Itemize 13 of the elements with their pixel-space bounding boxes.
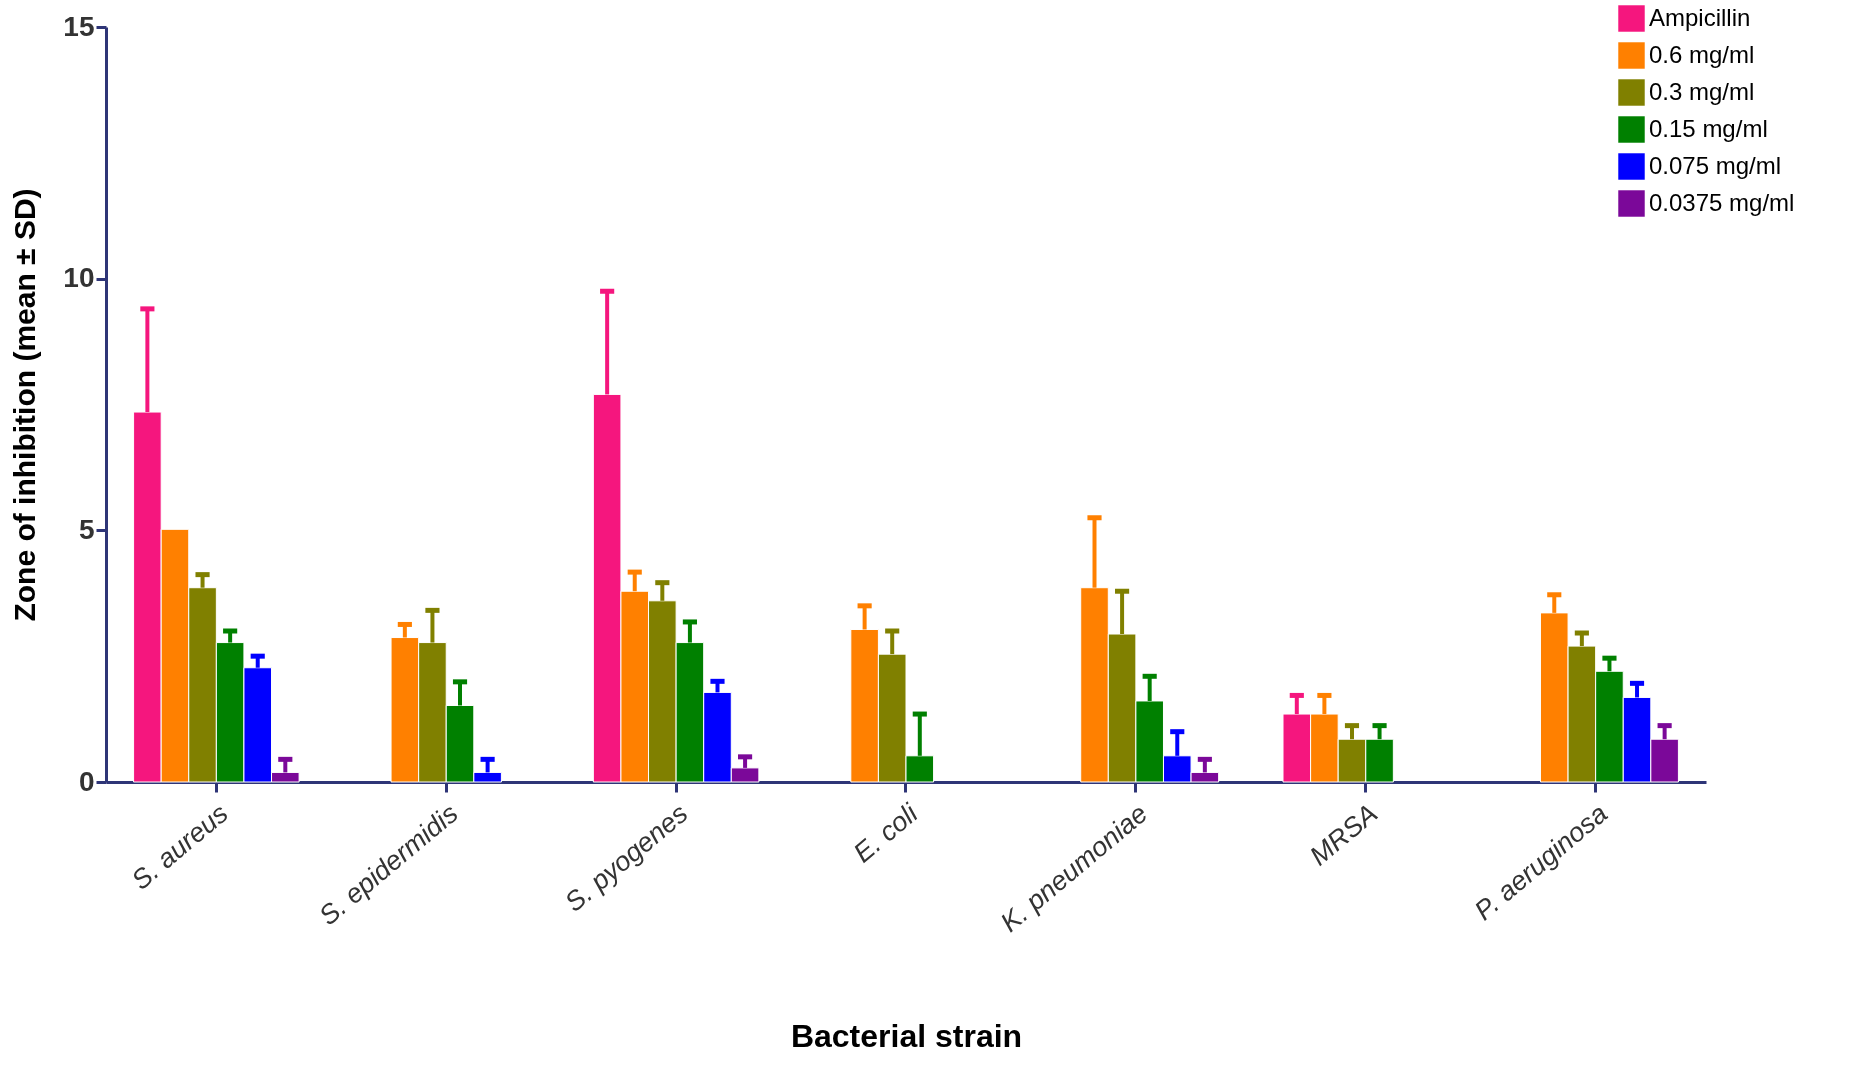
legend-label: Ampicillin [1649,3,1751,31]
legend-label: 0.6 mg/ml [1649,40,1755,68]
legend-label: 0.075 mg/ml [1649,151,1782,179]
legend-label: 0.0375 mg/ml [1649,188,1795,216]
x-tick-label: E. coli [847,797,925,869]
y-tick-label: 5 [78,513,95,545]
y-tick-label: 10 [63,262,95,294]
y-axis-title: Zone of inhibition (mean ± SD) [8,188,42,622]
y-tick-label: 0 [78,765,95,797]
legend-label: 0.3 mg/ml [1649,77,1755,105]
y-tick-label: 15 [63,10,95,42]
legend-label: 0.15 mg/ml [1649,114,1768,142]
x-axis-title: Bacterial strain [790,1018,1023,1055]
